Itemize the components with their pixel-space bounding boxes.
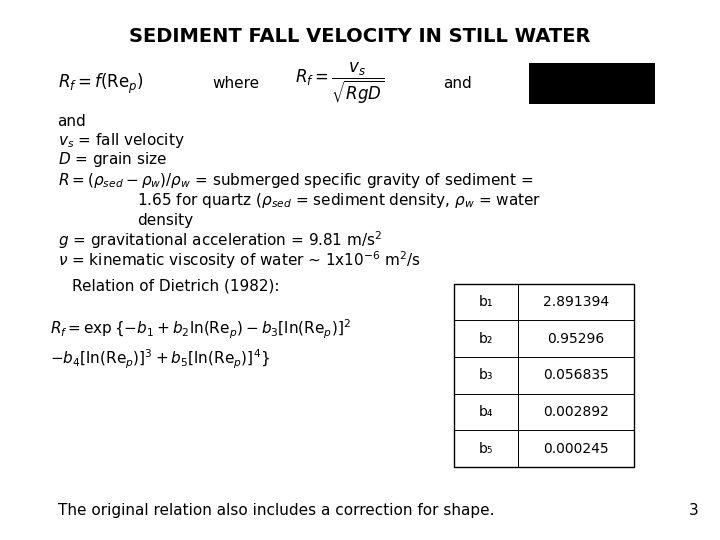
Bar (454, 284, 634, 467)
Text: Relation of Dietrich (1982):: Relation of Dietrich (1982): (72, 279, 279, 294)
Bar (529, 63, 655, 104)
Text: $R_f = f(\mathrm{Re}_p)$: $R_f = f(\mathrm{Re}_p)$ (58, 72, 143, 96)
Text: The original relation also includes a correction for shape.: The original relation also includes a co… (58, 503, 494, 518)
Text: b₁: b₁ (479, 295, 493, 309)
Text: 0.000245: 0.000245 (543, 442, 609, 456)
Text: 0.002892: 0.002892 (543, 405, 609, 419)
Text: and: and (443, 76, 472, 91)
Text: $R = (\rho_{sed} - \rho_w)/\rho_w$ = submerged specific gravity of sediment =: $R = (\rho_{sed} - \rho_w)/\rho_w$ = sub… (58, 171, 533, 191)
Text: $- b_4[\ln(\mathrm{Re}_p)]^3 + b_5[\ln(\mathrm{Re}_p)]^4\}$: $- b_4[\ln(\mathrm{Re}_p)]^3 + b_5[\ln(\… (50, 347, 271, 371)
Text: $v_s$ = fall velocity: $v_s$ = fall velocity (58, 131, 184, 150)
Text: where: where (212, 76, 259, 91)
Text: 3: 3 (688, 503, 698, 518)
Text: b₂: b₂ (479, 332, 493, 346)
Text: $R_f = \dfrac{v_s}{\sqrt{RgD}}$: $R_f = \dfrac{v_s}{\sqrt{RgD}}$ (295, 61, 384, 106)
Text: 0.056835: 0.056835 (543, 368, 609, 382)
Text: and: and (58, 114, 86, 129)
Text: b₄: b₄ (479, 405, 493, 419)
Text: SEDIMENT FALL VELOCITY IN STILL WATER: SEDIMENT FALL VELOCITY IN STILL WATER (130, 27, 590, 46)
Text: b₅: b₅ (479, 442, 493, 456)
Text: b₃: b₃ (479, 368, 493, 382)
Text: $R_f = \exp\{-b_1 + b_2 \ln(\mathrm{Re}_p) - b_3[\ln(\mathrm{Re}_p)]^2$: $R_f = \exp\{-b_1 + b_2 \ln(\mathrm{Re}_… (50, 318, 351, 341)
Text: 1.65 for quartz ($\rho_{sed}$ = sediment density, $\rho_w$ = water: 1.65 for quartz ($\rho_{sed}$ = sediment… (137, 191, 541, 211)
Text: density: density (137, 213, 193, 228)
Text: $\nu$ = kinematic viscosity of water ~ 1x10$^{-6}$ m$^2$/s: $\nu$ = kinematic viscosity of water ~ 1… (58, 249, 420, 271)
Text: $g$ = gravitational acceleration = 9.81 m/s$^2$: $g$ = gravitational acceleration = 9.81 … (58, 230, 382, 251)
Text: 2.891394: 2.891394 (543, 295, 609, 309)
Text: 0.95296: 0.95296 (547, 332, 605, 346)
Text: $D$ = grain size: $D$ = grain size (58, 150, 166, 169)
